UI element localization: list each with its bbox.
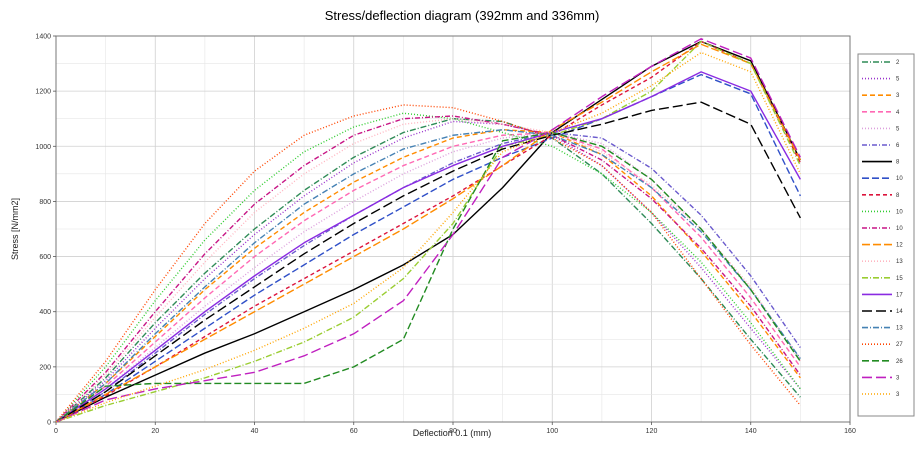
y-tick-label: 600 [39, 254, 51, 261]
series-layer [55, 38, 802, 423]
legend-label: 27 [896, 342, 903, 348]
legend-label: 5 [896, 77, 900, 83]
y-tick-label: 0 [47, 420, 51, 427]
legend-label: 3 [896, 93, 900, 99]
x-axis-ticks: 0 20 40 60 80 100 120 140 160 [54, 422, 856, 435]
x-tick-label: 120 [646, 428, 658, 435]
y-axis-label: Stress [N/mm2] [10, 198, 20, 260]
legend-label: 12 [896, 243, 903, 249]
series-line [55, 40, 802, 423]
legend-label: 5 [896, 126, 900, 132]
y-tick-label: 1200 [35, 89, 51, 96]
x-tick-label: 140 [745, 428, 757, 435]
x-axis-label: Deflection 0.1 (mm) [413, 428, 492, 438]
legend: 2 5 3 4 5 6 8 10 8 10 10 12 13 15 17 14 13 27 26 3 3 [857, 53, 915, 417]
series-line [55, 118, 801, 423]
series-line [55, 43, 801, 423]
x-tick-label: 0 [54, 428, 58, 435]
series-line [55, 73, 802, 423]
legend-label: 4 [896, 110, 900, 116]
legend-label: 10 [896, 209, 903, 215]
legend-label: 6 [896, 143, 900, 149]
chart-title: Stress/deflection diagram (392mm and 336… [325, 8, 600, 23]
legend-label: 15 [896, 276, 903, 282]
y-tick-label: 800 [39, 199, 51, 206]
legend-label: 13 [896, 326, 903, 332]
series-line [55, 40, 802, 423]
legend-label: 26 [896, 359, 903, 365]
series-line [55, 131, 801, 423]
legend-label: 17 [896, 292, 903, 298]
legend-label: 2 [896, 60, 900, 66]
x-tick-label: 160 [844, 428, 856, 435]
legend-label: 8 [896, 193, 900, 199]
series-line [55, 104, 801, 423]
x-tick-label: 60 [350, 428, 358, 435]
x-tick-label: 80 [449, 428, 457, 435]
legend-label: 3 [896, 375, 900, 381]
series-line [55, 115, 801, 423]
series-line [55, 71, 801, 423]
y-tick-label: 1000 [35, 144, 51, 151]
series-line [55, 120, 801, 423]
series-line [55, 131, 801, 423]
x-tick-label: 20 [151, 428, 159, 435]
legend-box [857, 53, 915, 417]
legend-label: 3 [896, 392, 900, 398]
y-tick-label: 400 [39, 309, 51, 316]
legend-label: 13 [896, 259, 903, 265]
series-line [55, 101, 801, 423]
x-tick-label: 100 [546, 428, 558, 435]
series-line [55, 38, 802, 423]
legend-label: 10 [896, 176, 903, 182]
series-line [55, 129, 801, 423]
legend-label: 8 [896, 160, 900, 166]
legend-label: 14 [896, 309, 903, 315]
legend-label: 10 [896, 226, 903, 232]
x-tick-label: 40 [251, 428, 259, 435]
y-tick-label: 200 [39, 364, 51, 371]
y-axis-ticks: 0 200 400 600 800 1000 1200 1400 [35, 34, 56, 427]
series-line [55, 131, 801, 423]
series-line [55, 131, 801, 423]
y-tick-label: 1400 [35, 34, 51, 41]
